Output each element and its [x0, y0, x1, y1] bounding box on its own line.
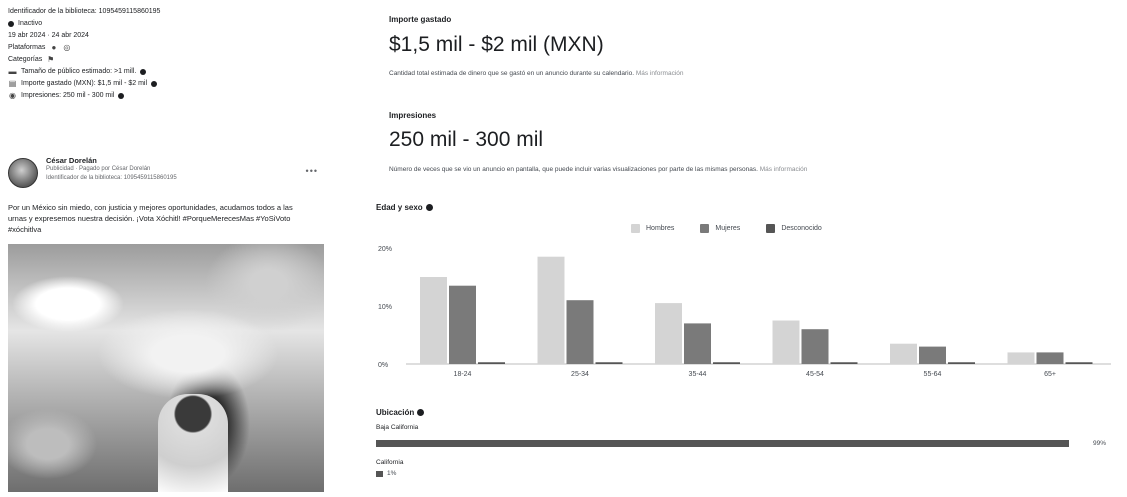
- impressions-value: 250 mil - 300 mil: [389, 128, 544, 151]
- bar-mujeres-55-64: [919, 346, 946, 364]
- more-options-icon[interactable]: •••: [305, 166, 318, 176]
- audience-icon: ▬: [8, 67, 17, 76]
- location-pct-baja-california: 99%: [1093, 440, 1107, 447]
- bar-desconocido-45-54: [830, 362, 858, 364]
- bar-desconocido-55-64: [948, 362, 975, 364]
- spend-value: $1,5 mil - $2 mil (MXN): [389, 33, 604, 56]
- y-tick-label: 0%: [378, 362, 388, 369]
- library-id: Identificador de la biblioteca: 10954591…: [8, 8, 161, 15]
- categories-row: Categorías ⚑: [8, 54, 328, 66]
- info-icon[interactable]: [417, 409, 425, 417]
- bar-desconocido-35-44: [713, 362, 740, 364]
- status-text: Inactivo: [18, 20, 43, 27]
- amount-spent-row: ▤ Importe gastado (MXN): $1,5 mil - $2 m…: [8, 78, 328, 90]
- x-tick-label: 55-64: [924, 371, 942, 378]
- legend-men-swatch: [631, 224, 640, 233]
- legend-unknown-swatch: [766, 224, 776, 233]
- bar-desconocido-65+: [1065, 362, 1093, 364]
- ad-text: Por un México sin miedo, con justicia y …: [8, 203, 293, 234]
- info-icon[interactable]: [425, 204, 433, 212]
- bar-hombres-25-34: [537, 256, 565, 364]
- location-bar-baja-california: [376, 440, 1069, 447]
- x-tick-label: 35-44: [689, 371, 707, 378]
- bar-hombres-45-54: [772, 320, 800, 364]
- spend-more-info-link[interactable]: Más información: [635, 70, 684, 77]
- x-tick-label: 25-34: [571, 371, 589, 378]
- bar-mujeres-65+: [1036, 352, 1064, 364]
- spend-label: Importe gastado: [389, 15, 452, 24]
- bar-hombres-55-64: [890, 343, 917, 364]
- location-name-california: California: [376, 459, 404, 466]
- categories-label: Categorías: [8, 56, 43, 63]
- bar-mujeres-45-54: [801, 329, 829, 364]
- age-gender-label: Edad y sexo: [376, 203, 433, 212]
- eye-icon: ◉: [9, 91, 16, 100]
- y-tick-label: 20%: [378, 246, 392, 253]
- ad-insights-panel: Importe gastado $1,5 mil - $2 mil (MXN) …: [376, 0, 1127, 497]
- legend-unknown[interactable]: Desconocido: [766, 224, 822, 233]
- info-icon[interactable]: [118, 93, 125, 99]
- ad-header: César Dorelán Publicidad · Pagado por Cé…: [8, 150, 328, 188]
- bar-mujeres-25-34: [566, 300, 594, 364]
- platforms-label: Plataformas: [8, 44, 46, 51]
- info-icon[interactable]: [140, 69, 147, 75]
- impressions-row: ◉ Impresiones: 250 mil - 300 mil: [8, 90, 328, 102]
- x-tick-label: 65+: [1044, 371, 1056, 378]
- status-dot-icon: [8, 21, 14, 27]
- location-bar-california: [376, 470, 383, 477]
- facebook-icon: ●: [51, 43, 57, 52]
- legend-women[interactable]: Mujeres: [700, 224, 740, 233]
- platforms-row: Plataformas ● ◎: [8, 42, 328, 54]
- audience-size-row: ▬ Tamaño de público estimado: >1 mill.: [8, 66, 328, 78]
- bar-hombres-65+: [1007, 352, 1035, 364]
- ad-preview: César Dorelán Publicidad · Pagado por Cé…: [8, 150, 328, 492]
- sponsored-line: Publicidad · Pagado por César Dorelán: [46, 166, 151, 172]
- bar-mujeres-18-24: [449, 285, 476, 364]
- page-name[interactable]: César Dorelán: [46, 156, 97, 165]
- ad-library-id: Identificador de la biblioteca: 10954591…: [46, 175, 177, 181]
- money-icon: ▤: [8, 79, 17, 88]
- y-tick-label: 10%: [378, 304, 392, 311]
- bar-hombres-18-24: [420, 277, 447, 364]
- x-tick-label: 18-24: [454, 371, 472, 378]
- chart-legend: Hombres Mujeres Desconocido: [631, 224, 822, 233]
- person-figure: [158, 394, 228, 492]
- age-gender-chart: 20% 10% 0% 18-24 25-34 35-44 45-54 55-64 65+: [378, 246, 1111, 378]
- avatar[interactable]: [8, 158, 38, 188]
- status-row: Inactivo: [8, 18, 328, 30]
- x-tick-label: 45-54: [806, 371, 824, 378]
- instagram-icon: ◎: [63, 43, 71, 52]
- location-row-california: 1%: [376, 470, 396, 477]
- impressions-more-info-link[interactable]: Más información: [759, 166, 808, 173]
- ad-image[interactable]: [8, 244, 324, 492]
- bar-mujeres-35-44: [684, 323, 711, 364]
- spend-description: Cantidad total estimada de dinero que se…: [389, 70, 684, 77]
- legend-men[interactable]: Hombres: [631, 224, 674, 233]
- legend-women-swatch: [700, 224, 710, 233]
- location-name-baja-california: Baja California: [376, 424, 419, 431]
- location-pct-california: 1%: [387, 470, 397, 477]
- bar-desconocido-18-24: [478, 362, 505, 364]
- ad-details-panel: Identificador de la biblioteca: 10954591…: [8, 6, 328, 497]
- impressions-description: Número de veces que se vio un anuncio en…: [389, 166, 808, 173]
- bar-hombres-35-44: [655, 303, 682, 364]
- bar-desconocido-25-34: [595, 362, 623, 364]
- date-range: 19 abr 2024 · 24 abr 2024: [8, 32, 89, 39]
- location-label: Ubicación: [376, 408, 425, 417]
- impressions-label: Impresiones: [389, 111, 437, 120]
- info-icon[interactable]: [151, 81, 158, 87]
- political-category-icon: ⚑: [47, 55, 55, 64]
